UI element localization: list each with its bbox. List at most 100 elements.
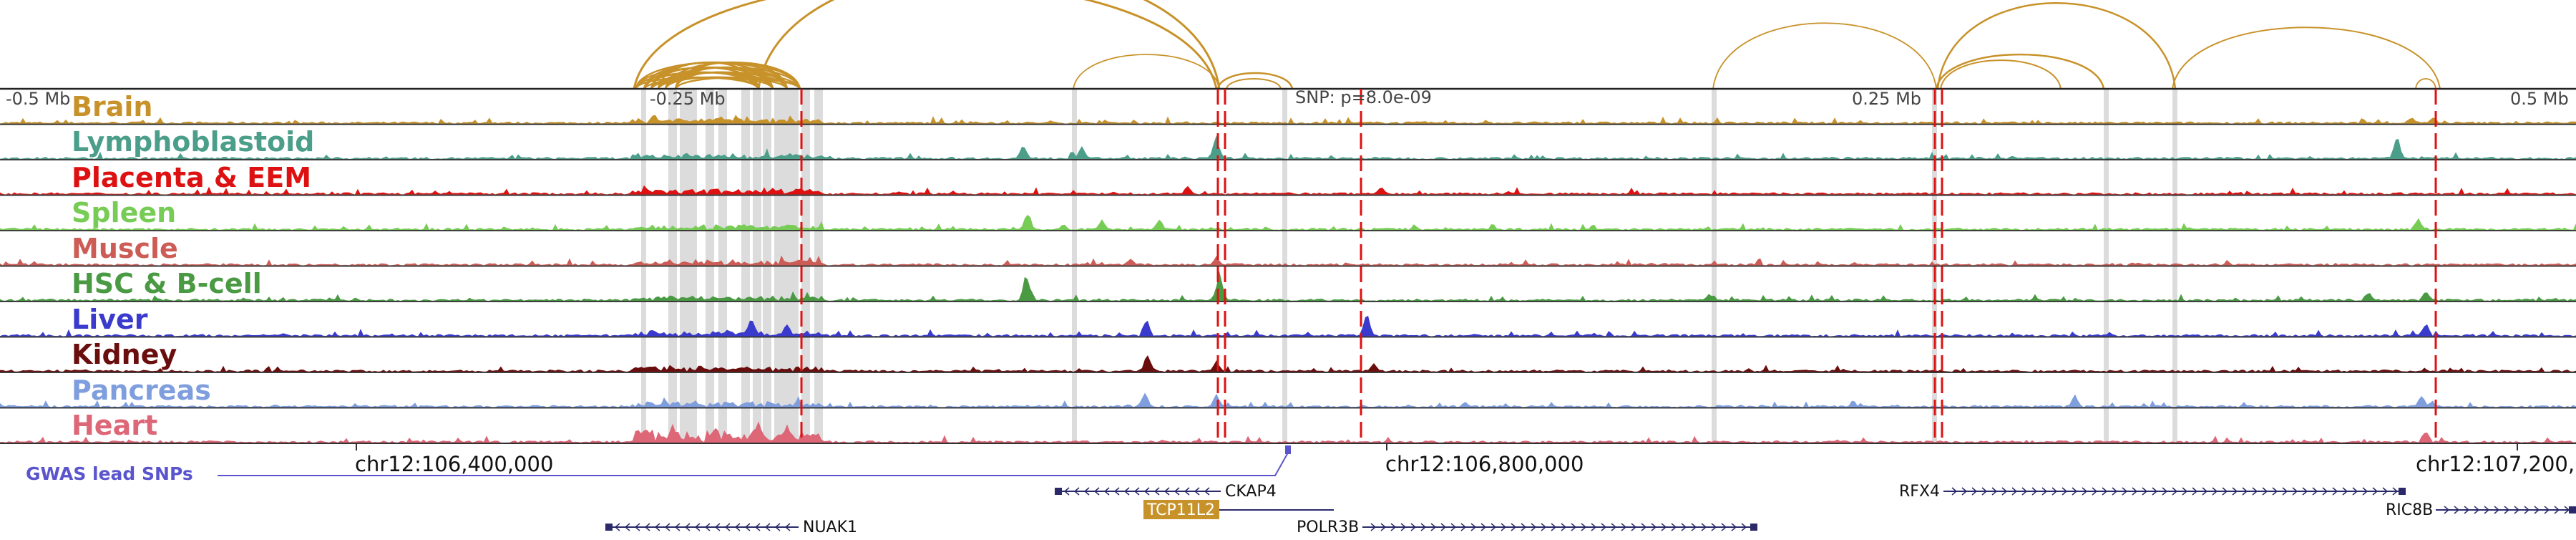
gwas-snp-marker — [1285, 445, 1291, 454]
strand-chevron — [2252, 487, 2258, 496]
loop-arc — [2415, 78, 2436, 90]
strand-chevron — [784, 523, 791, 531]
strand-chevron — [2272, 487, 2278, 496]
strand-chevron — [2352, 487, 2358, 496]
gene-exon — [2399, 488, 2406, 495]
strand-chevron — [2524, 506, 2530, 514]
strand-chevron — [1601, 523, 1607, 531]
strand-chevron — [2222, 487, 2228, 496]
track-label-lymphoblastoid: Lymphoblastoid — [72, 126, 314, 158]
loop-arc — [1935, 54, 2105, 90]
signal-histogram — [0, 421, 2576, 443]
strand-chevron — [2232, 487, 2238, 496]
strand-chevron — [2544, 506, 2550, 514]
signal-histogram — [0, 255, 2576, 266]
strand-chevron — [1083, 487, 1090, 496]
gene-tcp11l2: TCP11L2 — [1143, 500, 1219, 519]
gene-ckap4: CKAP4 — [1055, 483, 1277, 501]
loop-arc — [1216, 72, 1294, 90]
strand-chevron — [2322, 487, 2328, 496]
strand-chevron — [2382, 487, 2389, 496]
genomic-tick-1: chr12:106,400,000 — [355, 452, 553, 476]
gwas-lead-snps: GWAS lead SNPs — [26, 445, 1291, 484]
strand-chevron — [1581, 523, 1587, 531]
track-separators — [0, 87, 2576, 444]
strand-chevron — [1591, 523, 1597, 531]
strand-chevron — [2332, 487, 2338, 496]
strand-chevron — [1661, 523, 1667, 531]
strand-chevron — [2011, 487, 2018, 496]
strand-chevron — [1511, 523, 1517, 531]
strand-chevron — [2564, 506, 2570, 514]
strand-chevron — [1741, 523, 1747, 531]
loop-arc — [2172, 26, 2441, 90]
strand-chevron — [2464, 506, 2470, 514]
strand-chevron — [2514, 506, 2520, 514]
strand-chevron — [684, 523, 691, 531]
track-label-brain: Brain — [72, 91, 152, 122]
snp-dashed-lines — [800, 89, 2437, 443]
strand-chevron — [1450, 523, 1457, 531]
strand-chevron — [704, 523, 711, 531]
signal-histogram — [0, 271, 2576, 301]
strand-chevron — [2031, 487, 2038, 496]
strand-chevron — [1531, 523, 1537, 531]
strand-chevron — [2292, 487, 2298, 496]
gene-exon — [1055, 488, 1062, 495]
gene-highlight-box — [1143, 500, 1219, 519]
strand-chevron — [2342, 487, 2348, 496]
gene-label-ckap4: CKAP4 — [1225, 483, 1277, 501]
strand-chevron — [1153, 487, 1160, 496]
strand-chevron — [644, 523, 650, 531]
strand-chevron — [1143, 487, 1150, 496]
track-label-liver: Liver — [72, 304, 148, 335]
track-label-spleen: Spleen — [72, 197, 176, 228]
strand-chevron — [1961, 487, 1968, 496]
loop-arc — [674, 71, 760, 90]
genomic-tick-3: chr12:107,200,000 — [2416, 452, 2576, 476]
loop-arc — [1712, 22, 1937, 90]
gwas-connector — [218, 452, 1289, 476]
strand-chevron — [1541, 523, 1547, 531]
gene-polr3b: POLR3B — [1297, 519, 1757, 536]
relative-axis: -0.5 Mb -0.25 Mb 0.25 Mb 0.5 Mb SNP: p=8… — [6, 87, 2569, 109]
strand-chevron — [1721, 523, 1727, 531]
strand-chevron — [714, 523, 721, 531]
gene-exon — [605, 524, 613, 531]
strand-chevron — [2001, 487, 2008, 496]
signal-histogram — [0, 185, 2576, 195]
strand-chevron — [2142, 487, 2148, 496]
gwas-label: GWAS lead SNPs — [26, 463, 193, 484]
strand-chevron — [2112, 487, 2118, 496]
strand-chevron — [2242, 487, 2248, 496]
strand-chevron — [1501, 523, 1507, 531]
strand-chevron — [1194, 487, 1200, 496]
strand-chevron — [2554, 506, 2560, 514]
strand-chevron — [2444, 506, 2450, 514]
strand-chevron — [1971, 487, 1978, 496]
strand-chevron — [1400, 523, 1407, 531]
strand-chevron — [1480, 523, 1487, 531]
strand-chevron — [1163, 487, 1170, 496]
rel-tick-0-25: 0.25 Mb — [1852, 89, 1921, 109]
gene-label-polr3b: POLR3B — [1297, 519, 1359, 536]
track-label-placenta-eem: Placenta & EEM — [72, 162, 311, 193]
signal-histogram — [0, 392, 2576, 408]
strand-chevron — [2092, 487, 2098, 496]
track-label-kidney: Kidney — [72, 339, 177, 370]
strand-chevron — [1390, 523, 1397, 531]
strand-chevron — [2072, 487, 2078, 496]
strand-chevron — [1460, 523, 1467, 531]
strand-chevron — [1951, 487, 1958, 496]
loop-arc — [674, 76, 801, 90]
strand-chevron — [1113, 487, 1120, 496]
strand-chevron — [1093, 487, 1100, 496]
strand-chevron — [1681, 523, 1687, 531]
snp-pvalue-label: SNP: p=8.0e-09 — [1295, 87, 1432, 107]
strand-chevron — [2132, 487, 2138, 496]
strand-chevron — [2212, 487, 2218, 496]
strand-chevron — [2504, 506, 2510, 514]
strand-chevron — [1073, 487, 1080, 496]
strand-chevron — [1551, 523, 1557, 531]
